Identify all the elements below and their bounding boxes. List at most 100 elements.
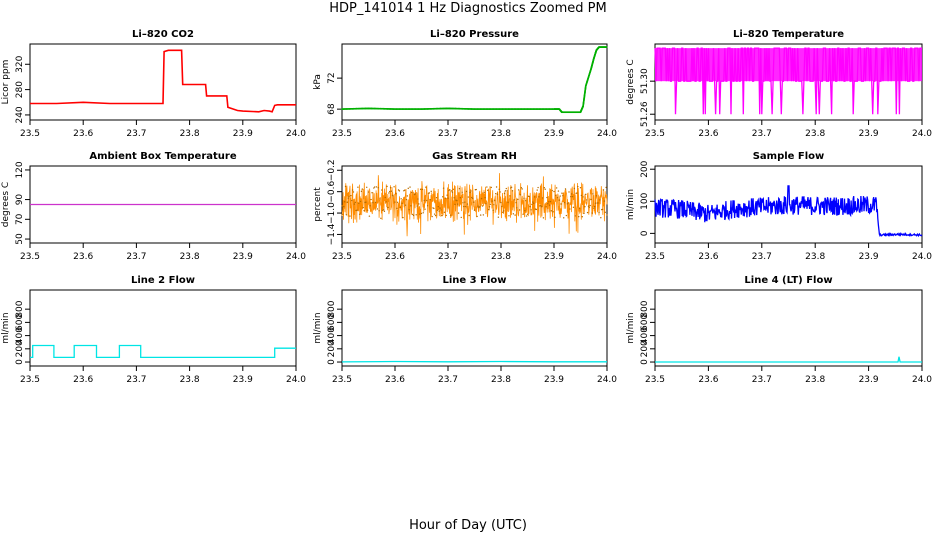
data-point bbox=[511, 108, 514, 111]
data-point bbox=[472, 201, 475, 203]
data-point bbox=[440, 209, 442, 211]
y-tick-label: 280 bbox=[15, 81, 25, 98]
data-point bbox=[436, 107, 439, 110]
data-point bbox=[525, 215, 528, 217]
data-point bbox=[494, 199, 496, 202]
data-point bbox=[494, 108, 497, 111]
data-point bbox=[408, 208, 410, 211]
x-tick-label: 23.8 bbox=[491, 252, 511, 262]
x-tick-label: 24.0 bbox=[597, 375, 617, 385]
data-point bbox=[523, 197, 525, 199]
data-point bbox=[349, 215, 351, 217]
data-point bbox=[538, 196, 540, 198]
data-point bbox=[490, 186, 492, 189]
data-point bbox=[465, 190, 468, 193]
data-point bbox=[388, 108, 391, 110]
data-point bbox=[528, 195, 530, 198]
data-point bbox=[452, 188, 454, 191]
x-tick-label: 23.9 bbox=[859, 252, 879, 262]
data-point bbox=[461, 191, 463, 194]
x-tick-label: 23.6 bbox=[73, 375, 93, 385]
x-tick-label: 23.9 bbox=[544, 129, 564, 139]
data-point bbox=[500, 108, 502, 111]
data-point bbox=[389, 187, 392, 189]
x-tick-label: 23.6 bbox=[385, 252, 405, 262]
panel-title: Line 2 Flow bbox=[131, 275, 195, 286]
data-point bbox=[460, 216, 462, 219]
y-tick-label: 50 bbox=[15, 233, 25, 245]
data-point bbox=[466, 108, 469, 110]
series-line bbox=[654, 185, 923, 238]
data-point bbox=[569, 208, 571, 210]
data-point bbox=[475, 188, 477, 191]
data-point bbox=[491, 200, 493, 202]
data-point bbox=[376, 208, 379, 210]
data-point bbox=[383, 107, 386, 110]
data-point bbox=[367, 191, 370, 193]
x-tick-label: 23.8 bbox=[805, 129, 825, 139]
x-tick-label: 24.0 bbox=[286, 375, 306, 385]
data-point bbox=[563, 201, 566, 204]
data-point bbox=[393, 186, 395, 188]
data-point bbox=[468, 214, 470, 217]
data-point bbox=[564, 188, 567, 190]
data-point bbox=[428, 192, 431, 194]
data-point bbox=[385, 201, 387, 203]
data-point bbox=[443, 211, 446, 213]
data-point bbox=[588, 206, 591, 208]
data-point bbox=[524, 209, 526, 212]
data-point bbox=[601, 208, 604, 211]
data-point bbox=[464, 201, 466, 203]
data-point bbox=[442, 107, 445, 110]
data-point bbox=[435, 107, 438, 110]
data-point bbox=[585, 193, 587, 196]
data-point bbox=[390, 190, 393, 192]
data-point bbox=[492, 108, 495, 111]
y-axis-label: degrees C bbox=[626, 59, 636, 104]
data-point bbox=[469, 191, 471, 194]
panel-title: Ambient Box Temperature bbox=[89, 151, 236, 162]
series-line bbox=[655, 356, 922, 363]
data-point bbox=[517, 108, 520, 111]
data-point bbox=[387, 206, 389, 209]
series-band bbox=[655, 48, 922, 82]
data-point bbox=[429, 107, 432, 110]
x-tick-label: 23.6 bbox=[698, 375, 718, 385]
data-point bbox=[479, 214, 482, 216]
data-point bbox=[425, 108, 427, 110]
data-point bbox=[492, 209, 494, 211]
data-point bbox=[363, 107, 365, 110]
data-point bbox=[398, 190, 401, 192]
plot-frame bbox=[341, 43, 608, 121]
data-point bbox=[532, 202, 535, 205]
y-tick-label: 0 bbox=[327, 359, 337, 365]
data-point bbox=[519, 194, 522, 196]
data-point bbox=[414, 193, 417, 195]
data-point bbox=[430, 190, 432, 193]
data-point bbox=[398, 108, 401, 111]
data-point bbox=[557, 190, 560, 192]
data-point bbox=[561, 192, 563, 194]
data-point bbox=[525, 108, 527, 111]
data-point bbox=[449, 214, 452, 216]
data-point bbox=[497, 108, 499, 111]
y-tick-label: 0 bbox=[640, 230, 650, 236]
y-axis-label: ml/min bbox=[313, 312, 323, 343]
data-point bbox=[461, 107, 464, 110]
x-tick-label: 23.8 bbox=[805, 252, 825, 262]
data-point bbox=[419, 213, 421, 215]
data-point bbox=[538, 108, 541, 111]
data-point bbox=[420, 108, 423, 111]
x-tick-label: 24.0 bbox=[286, 129, 306, 139]
data-point bbox=[366, 107, 368, 110]
y-tick-label: 240 bbox=[15, 106, 25, 123]
y-tick-label: 200 bbox=[640, 160, 650, 177]
data-point bbox=[551, 108, 554, 111]
data-point bbox=[506, 190, 508, 192]
data-point bbox=[347, 197, 349, 199]
data-point bbox=[357, 186, 359, 188]
data-point bbox=[485, 203, 487, 205]
data-point bbox=[539, 108, 542, 111]
data-point bbox=[519, 108, 522, 111]
data-point bbox=[434, 214, 437, 217]
